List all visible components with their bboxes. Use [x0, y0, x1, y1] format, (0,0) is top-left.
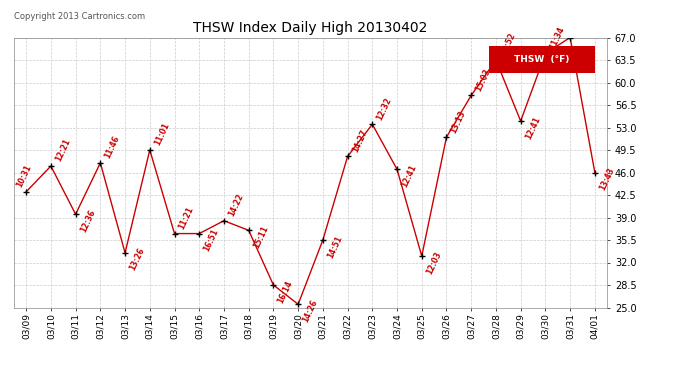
Text: 16:51: 16:51 [202, 228, 220, 253]
Text: 15:11: 15:11 [251, 224, 270, 250]
Text: Copyright 2013 Cartronics.com: Copyright 2013 Cartronics.com [14, 12, 145, 21]
Text: 12:21: 12:21 [54, 138, 72, 163]
Text: 11:21: 11:21 [177, 205, 196, 231]
Text: 12:03: 12:03 [424, 250, 443, 276]
Text: 14:51: 14:51 [326, 234, 344, 260]
Text: 12:36: 12:36 [79, 208, 97, 234]
Text: 16:14: 16:14 [276, 279, 295, 304]
Text: 11:01: 11:01 [152, 122, 171, 147]
Text: 12:52: 12:52 [499, 32, 517, 57]
Text: 11:46: 11:46 [103, 134, 121, 160]
Text: 12:32: 12:32 [375, 96, 393, 122]
Text: 13:13: 13:13 [449, 109, 468, 134]
Text: 11:34: 11:34 [548, 25, 566, 51]
Text: 15:03: 15:03 [474, 67, 492, 93]
Text: 14:26: 14:26 [301, 298, 319, 324]
Title: THSW Index Daily High 20130402: THSW Index Daily High 20130402 [193, 21, 428, 35]
Text: 12:41: 12:41 [400, 163, 418, 189]
Text: 12:41: 12:41 [524, 115, 542, 141]
Text: 13:43: 13:43 [598, 166, 616, 192]
Text: 10:31: 10:31 [15, 164, 33, 189]
Text: 14:27: 14:27 [351, 128, 368, 154]
Text: 14:22: 14:22 [227, 192, 245, 218]
Text: 13:26: 13:26 [128, 247, 146, 272]
